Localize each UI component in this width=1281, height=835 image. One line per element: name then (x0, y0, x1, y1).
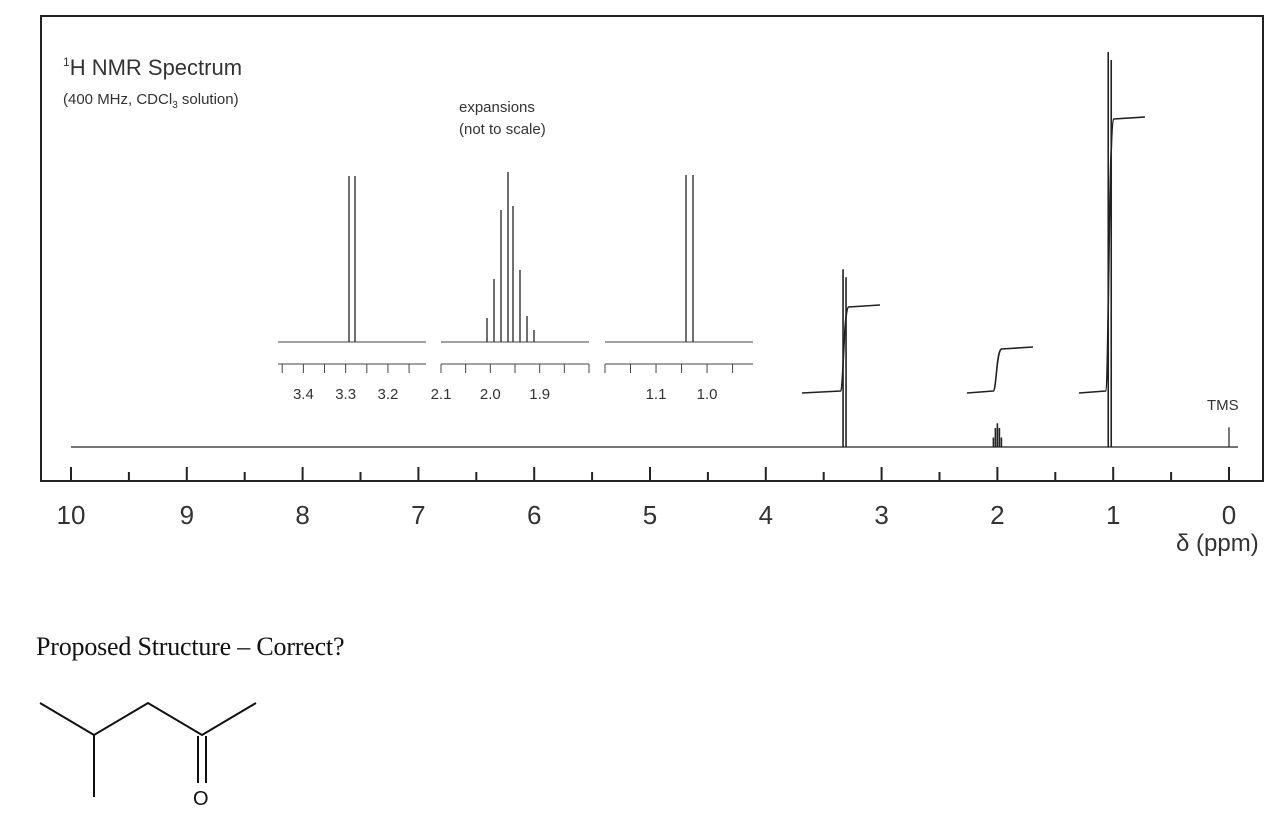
expansion-tick-label: 3.3 (335, 386, 356, 403)
expansion-tick-label: 2.1 (431, 386, 452, 403)
title-superscript: 1 (63, 55, 70, 69)
x-tick-label: 1 (1106, 500, 1120, 530)
x-tick-label: 9 (180, 500, 194, 530)
integration-curves (801, 116, 1146, 394)
subtitle-post: solution) (178, 91, 239, 108)
expansion-insets: 3.4 3.3 3.2 2.1 2.0 1.9 1.1 1.0 (278, 172, 753, 403)
x-tick-label: 0 (1222, 500, 1236, 530)
tms-label: TMS (1207, 397, 1239, 414)
expansion-tick-label: 2.0 (480, 386, 501, 403)
x-tick-label: 3 (874, 500, 888, 530)
integration-curve (966, 346, 1034, 394)
x-tick-label: 8 (295, 500, 309, 530)
x-tick-label: 6 (527, 500, 541, 530)
x-tick-label: 2 (990, 500, 1004, 530)
expansion-caption-line1: expansions (459, 99, 535, 116)
x-tick-label: 5 (643, 500, 657, 530)
question-text: Proposed Structure – Correct? (36, 632, 345, 661)
integration-curve (801, 304, 881, 394)
x-tick-label: 7 (411, 500, 425, 530)
chart-subtitle: (400 MHz, CDCl3 solution) (63, 91, 239, 111)
x-axis: 10 9 8 7 6 5 4 3 2 1 0 (57, 467, 1236, 530)
integration-curve (1078, 116, 1146, 394)
expansion-caption-line2: (not to scale) (459, 121, 546, 138)
x-axis-label: δ (ppm) (1176, 530, 1259, 557)
title-main: H NMR Spectrum (70, 55, 242, 80)
expansion-tick-label: 1.0 (697, 386, 718, 403)
carbon-skeleton (39, 701, 257, 737)
x-tick-label: 4 (759, 500, 773, 530)
expansion-tick-label: 1.9 (529, 386, 550, 403)
plot-frame (40, 15, 1264, 482)
expansion-tick-label: 3.2 (378, 386, 399, 403)
subtitle-pre: (400 MHz, CDCl (63, 91, 172, 108)
expansion-tick-label: 3.4 (293, 386, 314, 403)
expansion-tick-label: 1.1 (646, 386, 667, 403)
x-tick-label: 10 (57, 500, 86, 530)
subtitle-subscript: 3 (172, 100, 178, 111)
oxygen-atom-label: O (193, 788, 209, 810)
molecule-structure: O (39, 701, 257, 810)
chart-title: 1H NMR Spectrum (63, 55, 242, 80)
